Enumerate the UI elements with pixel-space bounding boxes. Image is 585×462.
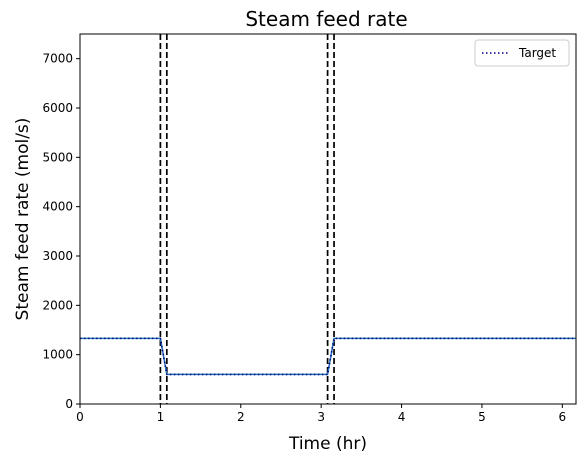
x-tick-label: 2 <box>237 410 245 424</box>
axes-frame <box>79 33 577 405</box>
legend-target-label: Target <box>518 46 556 60</box>
y-tick-label: 5000 <box>42 150 73 164</box>
chart-title: Steam feed rate <box>245 7 407 31</box>
y-tick-label: 6000 <box>42 101 73 115</box>
plot-area <box>80 34 576 404</box>
y-tick-label: 7000 <box>42 52 73 66</box>
x-tick-label: 1 <box>157 410 165 424</box>
y-tick-label: 3000 <box>42 249 73 263</box>
y-axis-label: Steam feed rate (mol/s) <box>13 118 33 321</box>
legend-box <box>474 39 570 67</box>
x-tick-label: 0 <box>76 410 84 424</box>
x-tick-label: 4 <box>398 410 406 424</box>
legend: Target <box>474 39 570 67</box>
x-tick-label: 5 <box>478 410 486 424</box>
y-tick-label: 1000 <box>42 348 73 362</box>
y-tick-label: 0 <box>65 397 73 411</box>
y-tick-label: 2000 <box>42 298 73 312</box>
y-tick-label: 4000 <box>42 200 73 214</box>
x-tick-label: 6 <box>559 410 567 424</box>
series-target <box>80 337 576 376</box>
x-tick-label: 3 <box>317 410 325 424</box>
ticks-layer: 0 1 2 3 4 5 6 0 1000 2000 3000 4000 5000 6000 7000 <box>42 52 566 424</box>
x-axis-label: Time (hr) <box>288 434 367 454</box>
